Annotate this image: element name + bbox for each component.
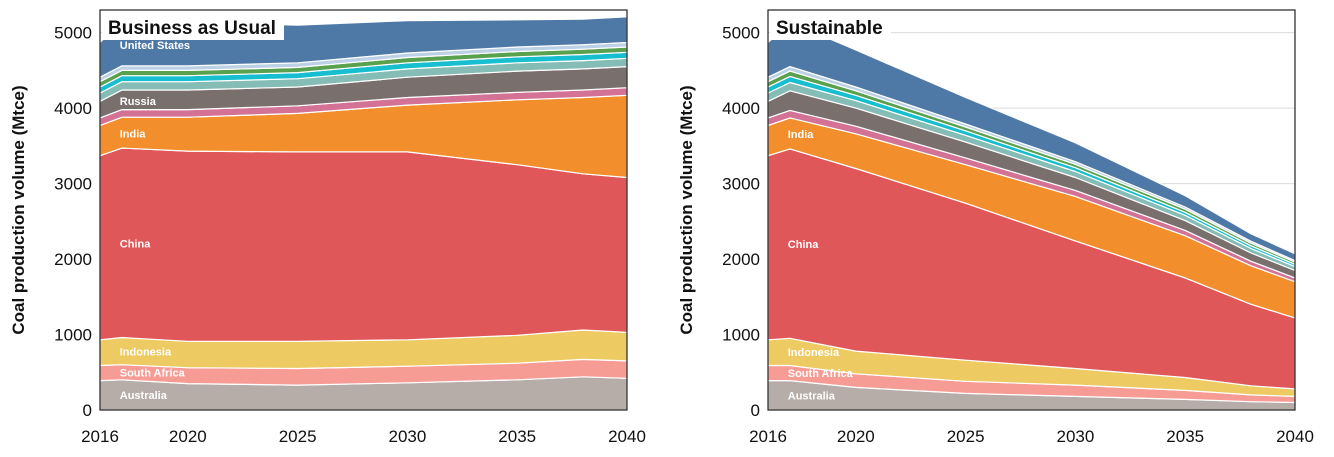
series-label: India — [788, 129, 815, 141]
y-tick-label: 2000 — [54, 250, 92, 269]
series-label: Australia — [788, 390, 836, 402]
x-tick-label: 2016 — [81, 427, 119, 446]
x-tick-label: 2030 — [1057, 427, 1095, 446]
series-label: United States — [120, 40, 190, 52]
y-tick-label: 1000 — [722, 326, 760, 345]
series-label: Australia — [120, 390, 168, 402]
y-tick-label: 4000 — [722, 99, 760, 118]
y-axis-title: Coal production volume (Mtce) — [677, 85, 696, 334]
y-axis-title: Coal production volume (Mtce) — [9, 85, 28, 334]
series-label: South Africa — [788, 368, 854, 380]
y-tick-label: 5000 — [54, 24, 92, 43]
series-label: Indonesia — [120, 346, 172, 358]
plot-frame — [99, 9, 628, 411]
series-label: Indonesia — [788, 347, 840, 359]
x-tick-label: 2025 — [279, 427, 317, 446]
x-tick-label: 2020 — [837, 427, 875, 446]
y-tick-label: 5000 — [722, 24, 760, 43]
series-label: Russia — [120, 96, 157, 108]
plot-frame — [767, 9, 1296, 411]
x-tick-label: 2035 — [498, 427, 536, 446]
y-tick-label: 3000 — [722, 175, 760, 194]
x-tick-label: 2020 — [169, 427, 207, 446]
series-label: India — [120, 128, 147, 140]
x-tick-label: 2040 — [1276, 427, 1314, 446]
chart-panel-1: Australia South Africa Indonesia China India… — [677, 9, 1314, 446]
panel-title-background — [102, 12, 284, 40]
x-tick-label: 2016 — [749, 427, 787, 446]
y-tick-label: 0 — [751, 401, 760, 420]
y-tick-label: 3000 — [54, 175, 92, 194]
y-tick-label: 1000 — [54, 326, 92, 345]
panel-title-background — [770, 12, 891, 40]
y-tick-label: 4000 — [54, 99, 92, 118]
area-series-china — [99, 147, 628, 342]
panel-title: Sustainable — [776, 18, 883, 39]
series-label: China — [788, 239, 819, 251]
series-label: China — [120, 238, 151, 250]
x-tick-label: 2040 — [608, 427, 646, 446]
series-label: South Africa — [120, 367, 186, 379]
y-tick-label: 2000 — [722, 250, 760, 269]
y-tick-label: 0 — [83, 401, 92, 420]
x-tick-label: 2030 — [389, 427, 427, 446]
x-tick-label: 2035 — [1166, 427, 1204, 446]
chart-panel-0: Australia South Africa Indonesia China India… — [9, 9, 646, 446]
x-tick-label: 2025 — [947, 427, 985, 446]
panel-title: Business as Usual — [108, 18, 276, 39]
